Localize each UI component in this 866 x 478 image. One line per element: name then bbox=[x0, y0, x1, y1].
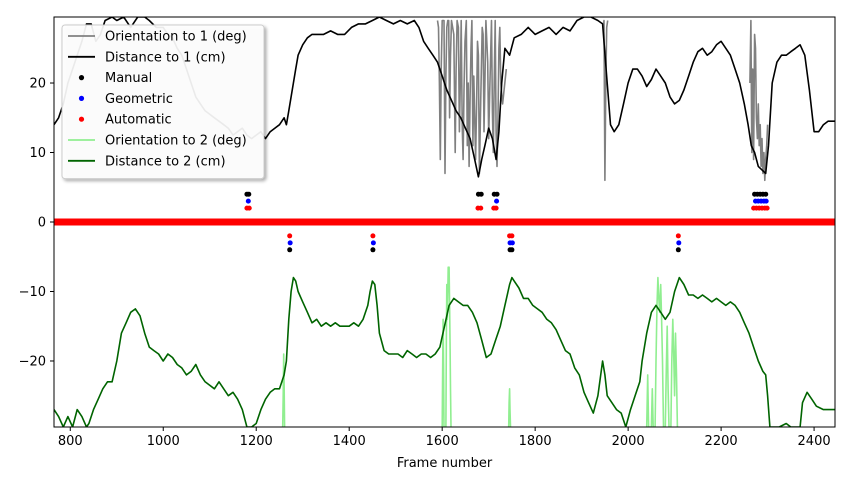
detection-marker-manual bbox=[478, 191, 484, 197]
detection-marker-automatic bbox=[246, 205, 252, 211]
series-line-8 bbox=[54, 276, 835, 427]
x-axis-label: Frame number bbox=[397, 456, 493, 471]
x-tick-label: 2200 bbox=[705, 434, 738, 449]
series-line-6 bbox=[507, 388, 512, 427]
automatic-detection-band bbox=[54, 218, 835, 226]
detection-marker-manual bbox=[246, 191, 252, 197]
x-tick-label: 1800 bbox=[519, 434, 552, 449]
legend-label: Geometric bbox=[105, 92, 173, 107]
legend: Orientation to 1 (deg) Distance to 1 (cm)… bbox=[61, 24, 265, 180]
detection-marker-manual bbox=[675, 247, 681, 253]
detection-marker-geometric bbox=[287, 240, 293, 246]
series-line-5 bbox=[441, 266, 452, 427]
legend-swatch-marker bbox=[78, 95, 85, 101]
legend-swatch-marker bbox=[78, 75, 85, 81]
series-line-1 bbox=[602, 19, 609, 182]
detection-marker-manual bbox=[287, 247, 293, 253]
detection-marker-automatic bbox=[478, 205, 484, 211]
detection-marker-automatic bbox=[764, 205, 770, 211]
series-line-4 bbox=[281, 353, 286, 427]
y-tick-label: 0 bbox=[38, 216, 46, 231]
legend-label: Orientation to 2 (deg) bbox=[105, 134, 247, 149]
detection-marker-geometric bbox=[494, 198, 500, 204]
y-tick-label: −10 bbox=[19, 285, 46, 300]
series-line-0 bbox=[436, 19, 508, 175]
legend-label: Manual bbox=[105, 71, 152, 86]
axes: 800 1000 1200 1400 1600 1800 2000 2200 2400 −20 −1… bbox=[19, 16, 836, 449]
legend-label: Distance to 2 (cm) bbox=[105, 154, 226, 169]
x-tick-label: 1200 bbox=[240, 434, 273, 449]
legend-label: Distance to 1 (cm) bbox=[105, 50, 226, 65]
legend-box bbox=[61, 24, 265, 180]
detection-marker-geometric bbox=[245, 198, 251, 204]
detection-marker-geometric bbox=[509, 240, 515, 246]
detection-marker-automatic bbox=[370, 233, 376, 239]
x-tick-label: 1400 bbox=[333, 434, 366, 449]
legend-label: Automatic bbox=[105, 113, 172, 128]
x-tick-label: 1600 bbox=[426, 434, 459, 449]
detection-marker-automatic bbox=[287, 233, 293, 239]
detection-marker-geometric bbox=[676, 240, 682, 246]
detection-marker-automatic bbox=[509, 233, 515, 239]
y-tick-label: −20 bbox=[19, 354, 46, 369]
x-tick-label: 800 bbox=[58, 434, 83, 449]
legend-label: Orientation to 1 (deg) bbox=[105, 30, 247, 45]
detection-marker-manual bbox=[763, 191, 769, 197]
detection-marker-manual bbox=[370, 247, 376, 253]
detection-markers bbox=[54, 191, 835, 253]
x-tick-label: 2000 bbox=[612, 434, 645, 449]
x-tick-label: 1000 bbox=[147, 434, 180, 449]
x-tick-label: 2400 bbox=[798, 434, 831, 449]
y-tick-label: 10 bbox=[29, 146, 46, 161]
detection-marker-manual bbox=[509, 247, 515, 253]
legend-swatch-marker bbox=[78, 116, 85, 122]
detection-marker-geometric bbox=[370, 240, 376, 246]
y-tick-label: 20 bbox=[29, 77, 46, 92]
detection-marker-geometric bbox=[763, 198, 769, 204]
series-line-7 bbox=[645, 276, 679, 427]
detection-marker-automatic bbox=[493, 205, 499, 211]
detection-marker-automatic bbox=[675, 233, 681, 239]
detection-marker-manual bbox=[494, 191, 500, 197]
series-line-2 bbox=[749, 19, 769, 182]
